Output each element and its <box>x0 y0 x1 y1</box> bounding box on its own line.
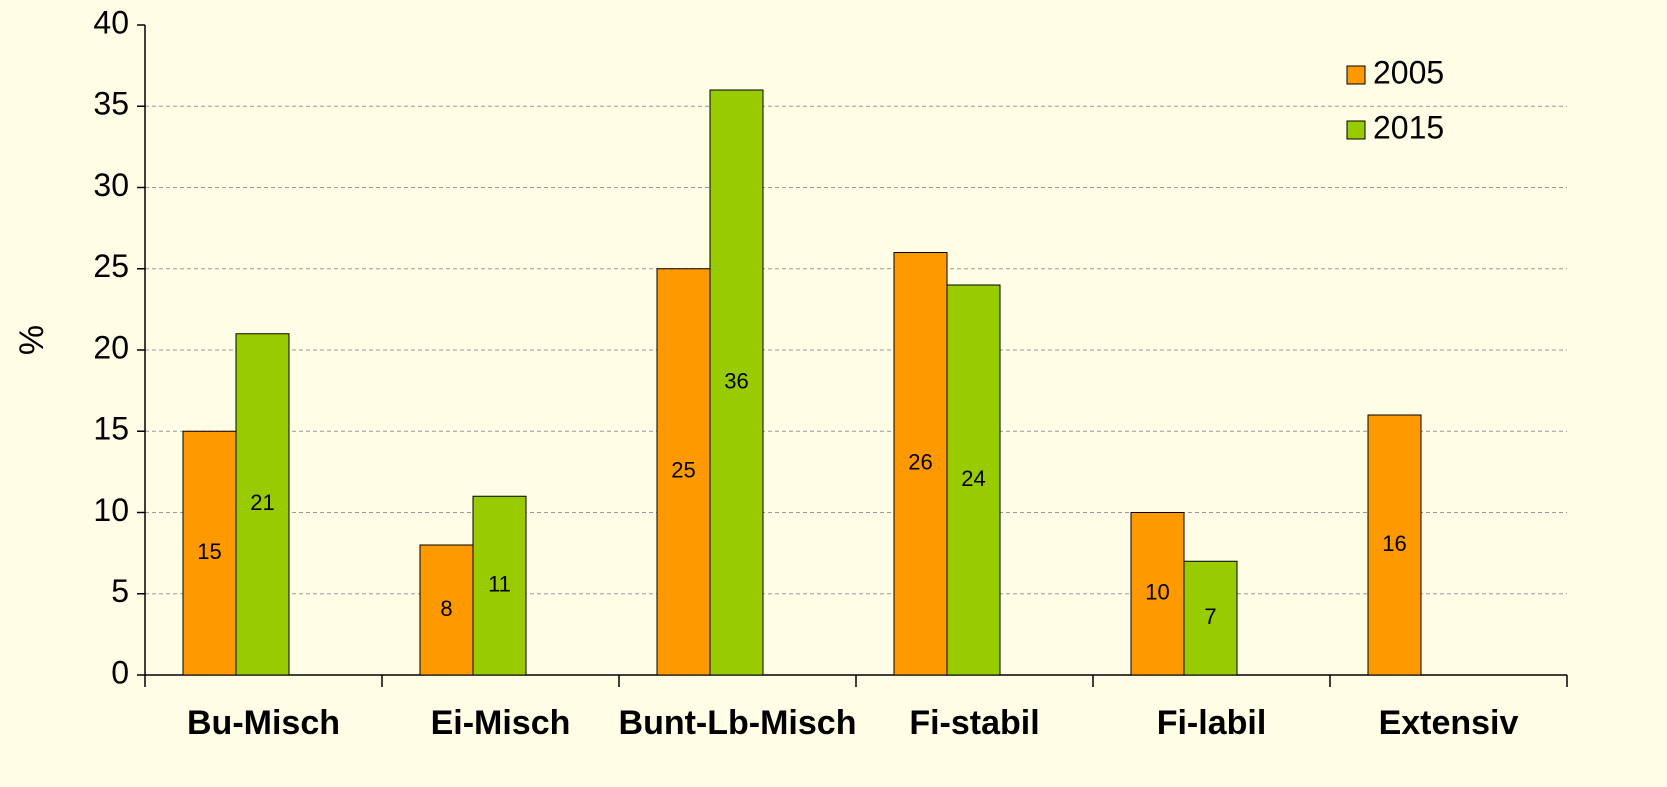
bar <box>946 284 1001 676</box>
data-label: 26 <box>908 450 932 475</box>
y-tick-label: 5 <box>111 573 129 609</box>
y-tick-label: 30 <box>93 167 129 203</box>
legend-label: 2005 <box>1373 54 1444 90</box>
bar <box>709 89 764 676</box>
y-axis-label: % <box>13 325 51 355</box>
x-tick-label: Extensiv <box>1379 704 1519 742</box>
x-tick-label: Ei-Misch <box>431 704 571 742</box>
bar <box>1367 414 1422 676</box>
legend-swatch <box>1346 120 1366 140</box>
y-tick-label: 20 <box>93 329 129 365</box>
x-tick-label: Fi-stabil <box>909 704 1039 742</box>
data-label: 15 <box>197 539 221 564</box>
y-tick-label: 40 <box>93 4 129 40</box>
legend-swatch <box>1346 65 1366 85</box>
bar <box>656 268 711 676</box>
y-tick-label: 15 <box>93 411 129 447</box>
y-tick-label: 0 <box>111 654 129 690</box>
bar <box>182 430 237 676</box>
y-tick-label: 35 <box>93 86 129 122</box>
data-label: 36 <box>724 368 748 393</box>
y-tick-label: 10 <box>93 492 129 528</box>
x-tick-label: Fi-labil <box>1157 704 1267 742</box>
y-tick-label: 25 <box>93 248 129 284</box>
data-label: 8 <box>440 596 452 621</box>
bar <box>893 252 948 676</box>
data-label: 11 <box>488 571 511 596</box>
data-label: 7 <box>1204 604 1216 629</box>
data-label: 10 <box>1145 580 1169 605</box>
bar <box>235 333 290 676</box>
bar <box>1183 560 1238 676</box>
data-label: 16 <box>1382 531 1406 556</box>
bar <box>472 495 527 676</box>
data-label: 21 <box>250 490 274 515</box>
x-tick-label: Bunt-Lb-Misch <box>619 704 857 742</box>
bar <box>1130 512 1185 676</box>
data-label: 25 <box>671 458 695 483</box>
legend-label: 2015 <box>1373 109 1444 145</box>
bar <box>419 544 474 676</box>
data-label: 24 <box>961 466 985 491</box>
x-tick-label: Bu-Misch <box>187 704 340 742</box>
